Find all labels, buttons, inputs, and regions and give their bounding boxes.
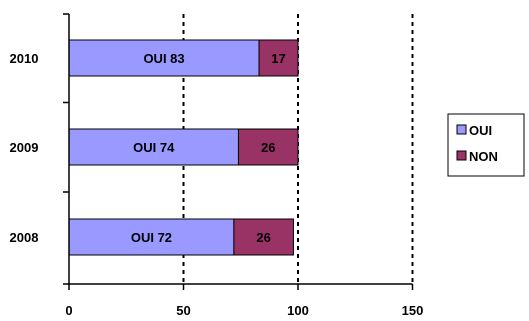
x-tick-label-50: 50 (176, 303, 190, 318)
tick-labels-group: 0 50 100 150 (65, 303, 423, 318)
data-label-oui-2009: OUI 74 (133, 140, 175, 155)
x-tick-label-0: 0 (65, 303, 72, 318)
bar-oui-2009 (68, 128, 239, 166)
legend-swatch-non (456, 150, 467, 161)
bar-non-2008 (233, 218, 294, 256)
axes-group (63, 13, 414, 290)
x-tick-label-100: 100 (287, 303, 309, 318)
category-label-2008: 2008 (10, 230, 39, 245)
legend-label-non: NON (469, 149, 498, 164)
data-label-oui-2010: OUI 83 (143, 51, 184, 66)
legend-box (447, 113, 525, 177)
category-labels-group: 2010 2009 2008 (10, 51, 39, 245)
data-label-non-2010: 17 (271, 51, 285, 66)
legend: OUI NON (447, 113, 525, 177)
bar-non-2010 (258, 39, 299, 77)
data-label-non-2009: 26 (261, 140, 275, 155)
legend-swatch-oui (456, 124, 467, 135)
category-label-2010: 2010 (10, 51, 39, 66)
bars-group: OUI 83 17 OUI 74 26 OUI 72 26 (68, 39, 299, 256)
legend-label-oui: OUI (469, 123, 492, 138)
category-label-2009: 2009 (10, 140, 39, 155)
bar-non-2009 (237, 128, 299, 166)
data-label-non-2008: 26 (256, 230, 270, 245)
x-tick-label-150: 150 (402, 303, 424, 318)
data-label-oui-2008: OUI 72 (131, 230, 172, 245)
